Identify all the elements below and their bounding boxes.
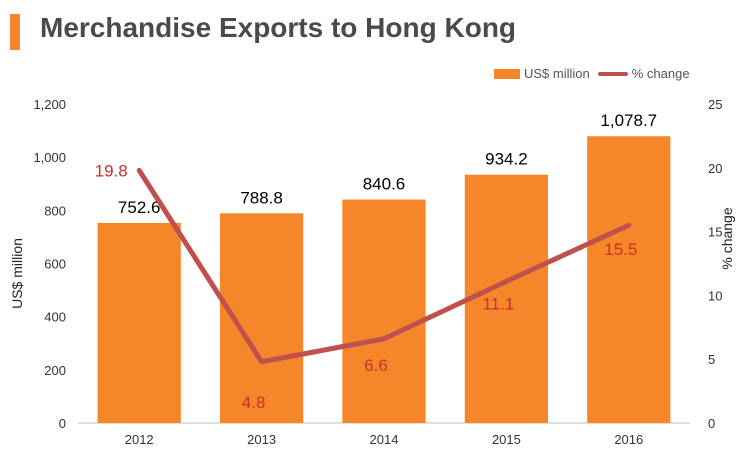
x-tick-label: 2016 xyxy=(614,432,643,447)
x-tick-label: 2015 xyxy=(492,432,521,447)
line-data-label: 11.1 xyxy=(482,294,514,313)
line-data-label: 4.8 xyxy=(242,393,266,412)
line-data-label: 19.8 xyxy=(95,161,128,180)
bar-data-label: 1,078.7 xyxy=(600,111,657,130)
percent-change-line xyxy=(136,167,632,365)
y-tick-label: 0 xyxy=(59,416,66,431)
y-axis-title: US$ million xyxy=(9,238,25,309)
bar-data-label: 752.6 xyxy=(118,198,161,217)
legend-bar-swatch xyxy=(494,68,520,79)
bar-data-label: 788.8 xyxy=(240,188,283,207)
y-tick-label: 200 xyxy=(44,363,66,378)
legend-item-line: % change xyxy=(597,66,690,81)
x-tick-label: 2013 xyxy=(247,432,276,447)
y-tick-label: 1,200 xyxy=(33,97,66,112)
line-data-label: 6.6 xyxy=(364,356,388,375)
chart-title: Merchandise Exports to Hong Kong xyxy=(40,12,517,43)
bar-data-label: 934.2 xyxy=(485,150,528,169)
y2-axis-title: % change xyxy=(719,207,735,269)
legend-line-swatch xyxy=(597,71,628,76)
y-tick-label: 400 xyxy=(44,310,66,325)
legend-bar-label: US$ million xyxy=(524,66,590,81)
chart-legend: US$ million % change xyxy=(494,66,690,81)
bar xyxy=(342,199,426,423)
y2-tick-label: 15 xyxy=(708,225,722,240)
legend-item-bars: US$ million xyxy=(494,66,590,81)
x-tick-label: 2012 xyxy=(125,432,154,447)
bar xyxy=(97,222,181,423)
y-tick-label: 800 xyxy=(44,203,66,218)
x-tick-label: 2014 xyxy=(370,432,399,447)
line-data-label: 15.5 xyxy=(604,240,637,259)
bar xyxy=(587,136,671,423)
y-tick-label: 600 xyxy=(44,257,66,272)
y2-tick-label: 20 xyxy=(708,161,722,176)
y2-tick-label: 0 xyxy=(708,416,715,431)
y2-tick-label: 10 xyxy=(708,288,722,303)
y2-tick-label: 25 xyxy=(708,97,722,112)
y-tick-label: 1,000 xyxy=(33,150,66,165)
title-accent-bar xyxy=(10,14,20,50)
bar xyxy=(464,174,549,423)
y2-tick-label: 5 xyxy=(708,352,715,367)
bar-data-label: 840.6 xyxy=(363,175,406,194)
legend-line-label: % change xyxy=(631,66,690,81)
